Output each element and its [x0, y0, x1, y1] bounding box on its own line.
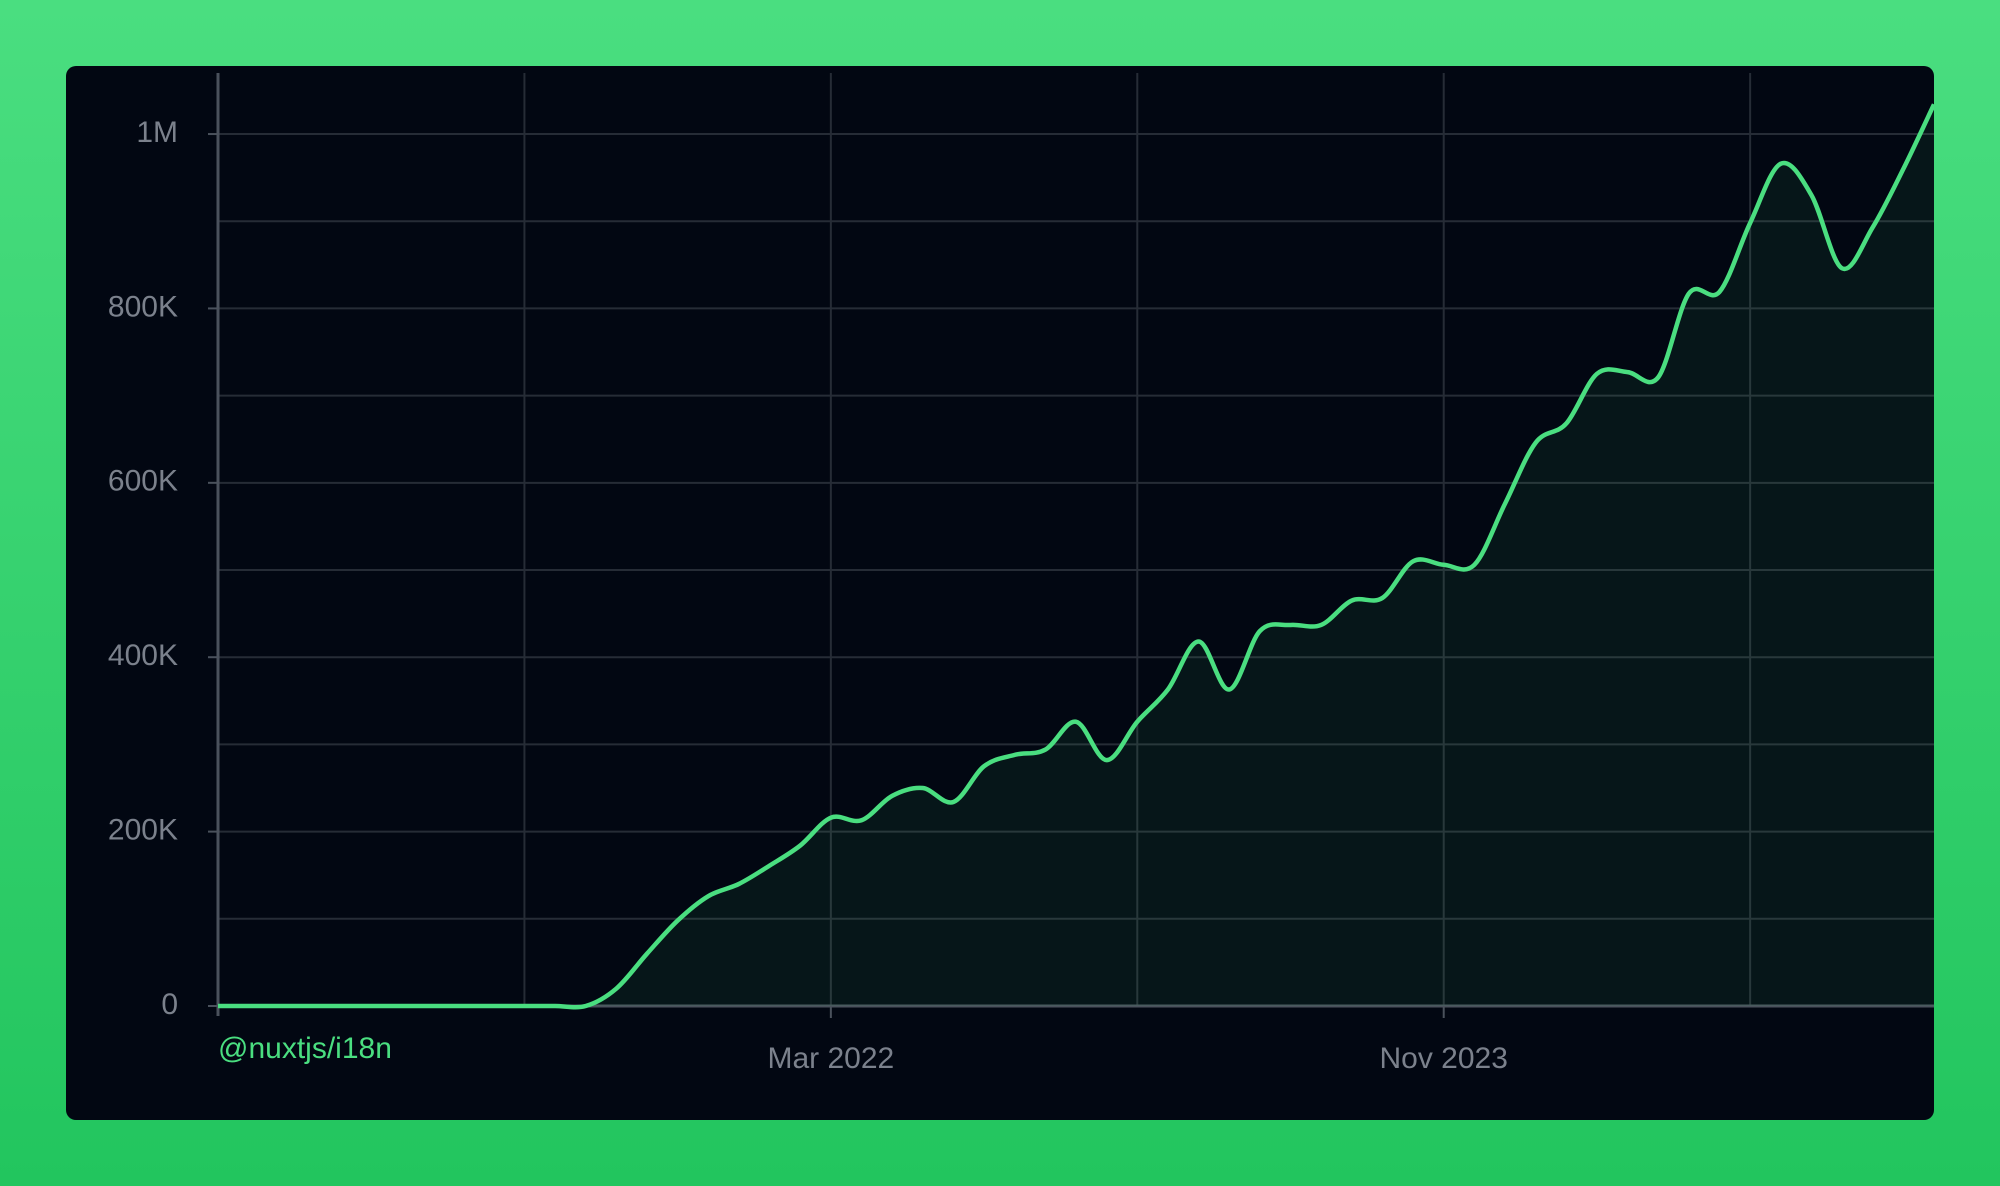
y-tick-label: 0: [161, 988, 178, 1021]
line: [218, 103, 1934, 1010]
y-tick-label: 1M: [136, 116, 178, 149]
chart-panel: 0 200K 400K 600K 800K 1M Mar 2022 Nov 2023 @nuxt…: [66, 66, 1934, 1120]
chart: 0 200K 400K 600K 800K 1M Mar 2022 Nov 2023 @nuxt…: [108, 73, 1934, 1075]
y-tick-label: 200K: [108, 814, 178, 847]
y-tick-label: 800K: [108, 290, 178, 323]
x-tick-label: Nov 2023: [1379, 1042, 1507, 1075]
area: [218, 104, 1934, 1008]
legend-entry: @nuxtjs/i18n: [218, 1032, 392, 1065]
y-tick-label: 400K: [108, 639, 178, 672]
x-tick-label: Mar 2022: [767, 1042, 894, 1075]
y-tick-label: 600K: [108, 465, 178, 498]
